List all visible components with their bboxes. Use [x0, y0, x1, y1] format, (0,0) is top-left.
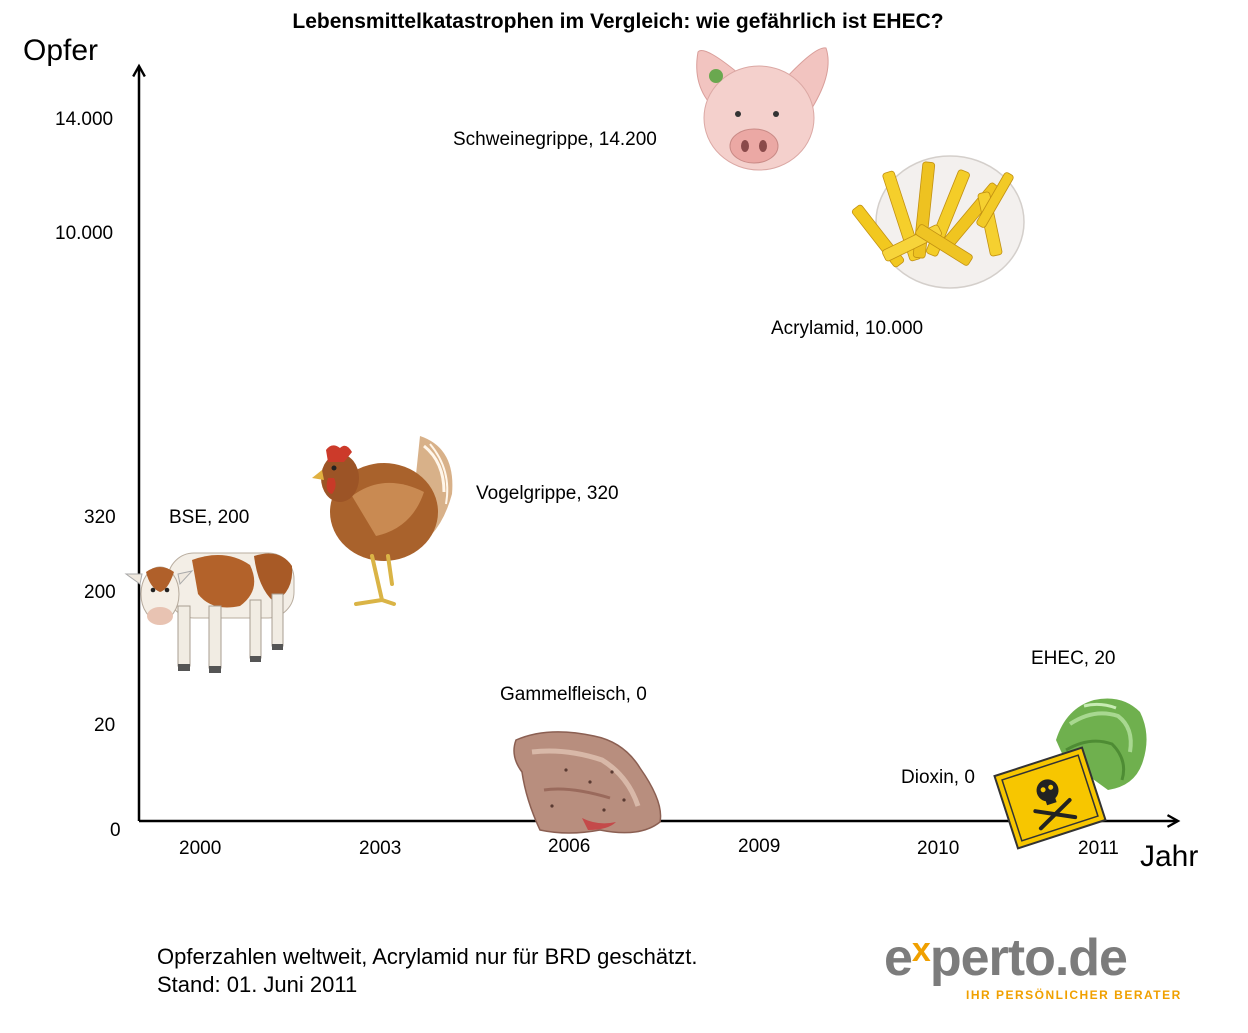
- footnote: Opferzahlen weltweit, Acrylamid nur für …: [157, 943, 697, 999]
- fries-icon: [851, 155, 1025, 289]
- y-tick-14000: 14.000: [55, 109, 114, 130]
- footnote-line-1: Opferzahlen weltweit, Acrylamid nur für …: [157, 944, 698, 969]
- x-tick-2011: 2011: [1078, 838, 1119, 859]
- label-dioxin: Dioxin, 0: [901, 767, 975, 788]
- experto-logo: experto.de IHR PERSÖNLICHER BERATER: [884, 929, 1184, 1002]
- y-tick-10000: 10.000: [55, 223, 114, 244]
- logo-wordmark: experto.de: [884, 929, 1184, 990]
- poison-sign-icon: [993, 746, 1107, 850]
- logo-part-1: e: [884, 929, 913, 987]
- label-gammelfleisch: Gammelfleisch, 0: [500, 684, 647, 705]
- x-tick-2009: 2009: [738, 836, 781, 857]
- label-acrylamid: Acrylamid, 10.000: [771, 318, 924, 339]
- logo-x: x: [911, 931, 931, 969]
- label-vogelgrippe: Vogelgrippe, 320: [476, 483, 619, 504]
- x-axis-title: Jahr: [1140, 840, 1199, 873]
- chicken-icon: [312, 436, 453, 606]
- y-tick-200: 200: [84, 582, 116, 603]
- logo-tagline: IHR PERSÖNLICHER BERATER: [966, 988, 1182, 1002]
- cow-icon: [124, 552, 295, 673]
- footnote-line-2: Stand: 01. Juni 2011: [157, 972, 358, 997]
- chart-title: Lebensmittelkatastrophen im Vergleich: w…: [292, 10, 944, 33]
- x-tick-2003: 2003: [359, 838, 402, 859]
- meat-icon: [513, 731, 662, 834]
- logo-part-2: perto.de: [929, 929, 1128, 987]
- label-schweinegrippe: Schweinegrippe, 14.200: [453, 129, 657, 150]
- label-ehec: EHEC, 20: [1031, 648, 1116, 669]
- y-tick-320: 320: [84, 507, 116, 528]
- pig-icon: [696, 47, 829, 171]
- label-bse: BSE, 200: [169, 507, 250, 528]
- y-axis-title: Opfer: [23, 34, 99, 67]
- x-tick-2010: 2010: [917, 838, 960, 859]
- y-tick-20: 20: [94, 715, 116, 736]
- x-tick-2006: 2006: [548, 836, 591, 857]
- y-tick-0: 0: [110, 820, 121, 841]
- x-tick-2000: 2000: [179, 838, 222, 859]
